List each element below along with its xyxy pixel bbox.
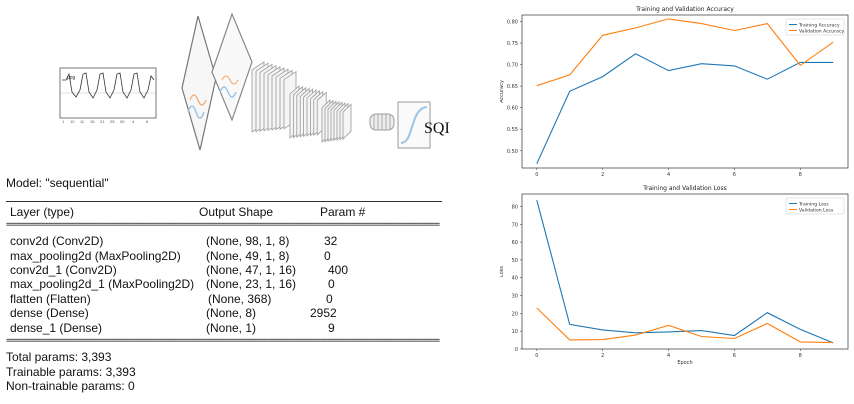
plot-frame (521, 14, 849, 169)
x-tick-label: 4 (667, 353, 670, 359)
y-tick-label: 50 (512, 258, 518, 264)
layer-shape: (None, 1) (206, 321, 257, 335)
layer-params: 0 (324, 249, 331, 263)
accuracy-chart: Training and Validation Accuracy 0.50 0.55… (500, 6, 849, 178)
layer-params: 2952 (310, 306, 337, 320)
legend-box (785, 197, 845, 215)
y-tick-label: 0.60 (507, 106, 518, 112)
plot-frame (521, 193, 849, 350)
svg-text:11: 11 (80, 119, 85, 124)
x-tick-label: 6 (733, 172, 736, 178)
svg-text:10: 10 (70, 119, 75, 124)
loss-chart: Training and Validation Loss010203040506… (500, 185, 849, 366)
series-line (536, 18, 834, 87)
y-tick-label: 0.55 (507, 127, 518, 133)
y-axis-label: Accuracy (500, 80, 505, 103)
svg-text:25: 25 (110, 119, 115, 124)
x-tick-label: 0 (535, 172, 538, 178)
chart-title: Training and Validation Loss (642, 185, 726, 192)
y-tick-label: 60 (512, 240, 518, 246)
layer-name: dense_1 (Dense) (10, 321, 103, 335)
y-tick-label: 0 (515, 347, 518, 353)
legend-label: Training Loss (798, 201, 829, 207)
header-param-count: Param # (320, 205, 366, 219)
legend-label: Validation Accuracy (799, 28, 844, 34)
x-axis-label: Epoch (677, 360, 692, 366)
trainable-params: Trainable params: 3,393 (6, 365, 136, 379)
layer-shape: (None, 368) (208, 292, 272, 306)
header-output-shape: Output Shape (199, 205, 274, 219)
equals-rule-top: ========================================… (6, 221, 440, 230)
signal-inset-label: ppg (67, 75, 76, 81)
y-tick-label: 80 (512, 204, 518, 210)
cnn-architecture-diagram: ppg 1 10 11 15 21 25 30 4 6 SQI (59, 12, 450, 151)
svg-text:6: 6 (146, 119, 149, 124)
conv-plane-1 (181, 15, 217, 151)
ppg-signal-inset: ppg 1 10 11 15 21 25 30 4 6 (59, 67, 157, 124)
y-tick-label: 10 (512, 329, 518, 335)
layer-name: conv2d (Conv2D) (10, 234, 104, 248)
layer-shape: (None, 47, 1, 16) (206, 263, 297, 277)
y-tick-label: 30 (512, 294, 518, 300)
layer-params: 32 (324, 234, 338, 248)
svg-text:15: 15 (90, 119, 95, 124)
layer-shape: (None, 8) (206, 306, 257, 320)
dense-layer-block (369, 113, 395, 131)
header-rule (6, 201, 442, 202)
layer-shape: (None, 98, 1, 8) (206, 234, 290, 248)
total-params: Total params: 3,393 (6, 350, 112, 364)
header-layer-type: Layer (type) (10, 205, 75, 219)
x-tick-label: 8 (799, 353, 802, 359)
layer-params: 0 (326, 292, 333, 306)
legend-label: Training Accuracy (798, 22, 840, 28)
layer-name: conv2d_1 (Conv2D) (10, 263, 117, 277)
y-tick-label: 0.75 (507, 41, 518, 47)
series-line (536, 200, 834, 344)
layer-name: dense (Dense) (10, 306, 89, 320)
y-tick-label: 70 (512, 222, 518, 228)
non-trainable-params: Non-trainable params: 0 (6, 379, 135, 393)
layer-shape: (None, 49, 1, 8) (206, 249, 290, 263)
layer-params: 9 (328, 321, 335, 335)
chart-title: Training and Validation Accuracy (635, 6, 734, 13)
y-tick-label: 0.65 (507, 84, 518, 90)
feature-map (342, 103, 352, 141)
series-line (536, 307, 834, 344)
layer-name: max_pooling2d_1 (MaxPooling2D) (10, 277, 195, 291)
model-title: Model: "sequential" (6, 176, 109, 190)
series-line (536, 53, 834, 164)
equals-rule-bottom: ========================================… (6, 337, 440, 346)
y-tick-label: 20 (512, 311, 518, 317)
svg-text:30: 30 (120, 119, 125, 124)
x-tick-label: 4 (667, 172, 670, 178)
conv-plane-2 (211, 12, 253, 122)
svg-text:21: 21 (100, 119, 105, 124)
y-tick-label: 0.50 (507, 149, 518, 155)
layer-shape: (None, 23, 1, 16) (206, 277, 297, 291)
svg-text:1: 1 (62, 119, 65, 124)
layer-params: 0 (328, 277, 335, 291)
y-tick-label: 0.70 (507, 63, 518, 69)
layer-name: max_pooling2d (MaxPooling2D) (10, 249, 181, 263)
x-tick-label: 0 (535, 353, 538, 359)
x-tick-label: 2 (601, 353, 604, 359)
y-tick-label: 40 (512, 276, 518, 282)
svg-text:4: 4 (132, 119, 135, 124)
layer-params: 400 (328, 263, 349, 277)
feature-map-stack (251, 61, 352, 143)
x-tick-label: 6 (733, 353, 736, 359)
x-tick-label: 2 (601, 172, 604, 178)
sqi-label: SQI (424, 120, 450, 137)
legend-label: Validation Loss (799, 207, 834, 213)
y-axis-label: Loss (500, 266, 505, 277)
layer-name: flatten (Flatten) (10, 292, 91, 306)
sigmoid-output-box (397, 101, 431, 149)
legend-box (785, 18, 845, 36)
x-tick-label: 8 (799, 172, 802, 178)
y-tick-label: 0.80 (507, 19, 518, 25)
